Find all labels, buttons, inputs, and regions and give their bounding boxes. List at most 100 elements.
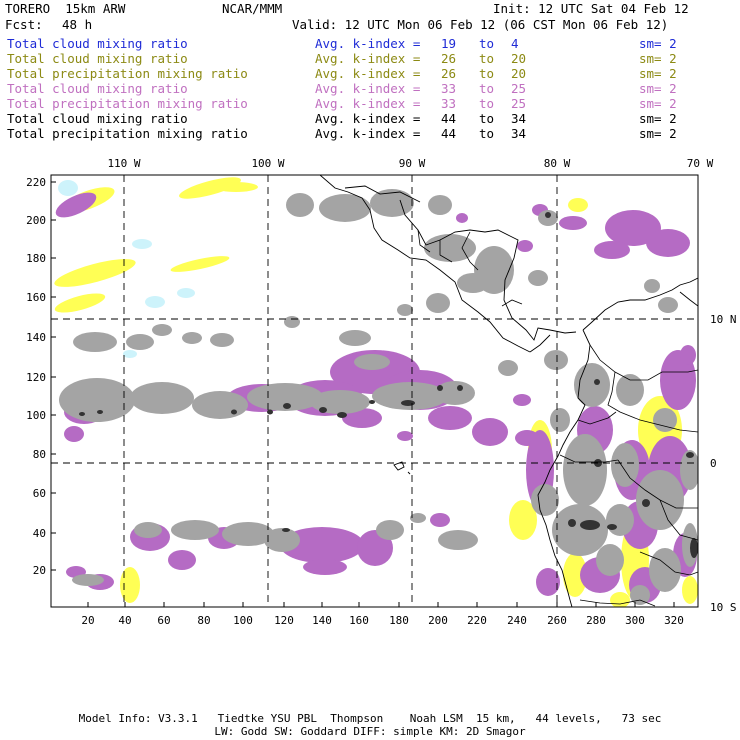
- legend-field: Total precipitation mixing ratio: [7, 66, 248, 81]
- legend-smooth: sm= 2: [639, 51, 677, 66]
- y-axis-ticks: [51, 181, 56, 571]
- y-tick-label: 140: [26, 331, 46, 344]
- lon-label: 100 W: [251, 157, 284, 170]
- model-title: TORERO 15km ARW: [5, 1, 126, 16]
- legend-label: Avg. k-index =: [315, 51, 421, 66]
- map-frame: [50, 174, 699, 608]
- legend-to: to: [479, 81, 495, 96]
- forecast-hour: 48 h: [62, 17, 93, 32]
- legend-row: Total cloud mixing ratio Avg. k-index = 26…: [7, 51, 727, 66]
- x-tick-label: 280: [586, 614, 606, 627]
- x-tick-label: 220: [467, 614, 487, 627]
- legend-smooth: sm= 2: [639, 66, 677, 81]
- legend-field: Total cloud mixing ratio: [7, 111, 188, 126]
- legend-max: 20: [511, 66, 527, 81]
- legend-label: Avg. k-index =: [315, 96, 421, 111]
- lon-label: 110 W: [107, 157, 140, 170]
- legend-label: Avg. k-index =: [315, 81, 421, 96]
- legend-to: to: [479, 36, 495, 51]
- legend-to: to: [479, 96, 495, 111]
- legend-smooth: sm= 2: [639, 81, 677, 96]
- x-tick-label: 240: [507, 614, 527, 627]
- legend-smooth: sm= 2: [639, 126, 677, 141]
- forecast-label: Fcst:: [5, 17, 43, 32]
- legend-min: 19: [441, 36, 457, 51]
- x-tick-label: 300: [625, 614, 645, 627]
- legend-field: Total precipitation mixing ratio: [7, 126, 248, 141]
- y-tick-label: 120: [26, 371, 46, 384]
- legend-smooth: sm= 2: [639, 36, 677, 51]
- graticule: [51, 175, 698, 607]
- legend-to: to: [479, 66, 495, 81]
- init-time: Init: 12 UTC Sat 04 Feb 12: [493, 1, 689, 16]
- x-tick-label: 40: [118, 614, 131, 627]
- y-tick-label: 220: [26, 176, 46, 189]
- legend-max: 4: [511, 36, 519, 51]
- x-tick-label: 180: [389, 614, 409, 627]
- x-tick-labels: 20 40 60 80 100 120 140 160 180 200 220 …: [81, 614, 684, 627]
- legend-label: Avg. k-index =: [315, 36, 421, 51]
- y-tick-label: 200: [26, 214, 46, 227]
- legend-max: 25: [511, 96, 527, 111]
- gray-areas: [59, 189, 698, 605]
- y-tick-label: 60: [33, 487, 46, 500]
- valid-time: Valid: 12 UTC Mon 06 Feb 12 (06 CST Mon …: [292, 17, 669, 32]
- legend-label: Avg. k-index =: [315, 126, 421, 141]
- y-tick-label: 100: [26, 409, 46, 422]
- legend-max: 34: [511, 111, 527, 126]
- map-plot-area: [51, 175, 698, 607]
- x-tick-label: 200: [428, 614, 448, 627]
- legend-row: Total cloud mixing ratio Avg. k-index = 44…: [7, 111, 727, 126]
- x-tick-label: 160: [349, 614, 369, 627]
- lat-label: 10 S: [710, 601, 737, 614]
- legend-label: Avg. k-index =: [315, 111, 421, 126]
- lon-label: 70 W: [687, 157, 714, 170]
- y-tick-label: 20: [33, 564, 46, 577]
- legend-row: Total precipitation mixing ratio Avg. k-i…: [7, 66, 727, 81]
- legend-max: 25: [511, 81, 527, 96]
- coastlines: [319, 175, 698, 607]
- x-tick-label: 140: [312, 614, 332, 627]
- x-tick-label: 100: [233, 614, 253, 627]
- y-tick-labels: 220 200 180 160 140 120 100 80 60 40 20: [26, 176, 46, 577]
- x-tick-label: 320: [664, 614, 684, 627]
- lat-label: 0: [710, 457, 717, 470]
- physics-info-line: LW: Godd SW: Goddard DIFF: simple KM: 2D…: [214, 725, 526, 738]
- dark-core-areas: [79, 212, 698, 558]
- lon-label: 90 W: [399, 157, 426, 170]
- legend-row: Total cloud mixing ratio Avg. k-index = 19…: [7, 36, 727, 51]
- legend-label: Avg. k-index =: [315, 66, 421, 81]
- legend-to: to: [479, 111, 495, 126]
- legend-min: 33: [441, 96, 457, 111]
- legend-min: 33: [441, 81, 457, 96]
- lat-label: 10 N: [710, 313, 737, 326]
- legend-min: 26: [441, 51, 457, 66]
- legend-min: 26: [441, 66, 457, 81]
- lon-label: 80 W: [544, 157, 571, 170]
- center-label: NCAR/MMM: [222, 1, 283, 16]
- legend-field: Total cloud mixing ratio: [7, 51, 188, 66]
- legend-row: Total precipitation mixing ratio Avg. k-i…: [7, 126, 727, 141]
- country-borders: [417, 229, 698, 607]
- y-tick-label: 80: [33, 448, 46, 461]
- legend-to: to: [479, 126, 495, 141]
- legend-min: 44: [441, 111, 457, 126]
- x-tick-label: 260: [547, 614, 567, 627]
- light-blue-areas: [58, 180, 195, 358]
- legend-field: Total cloud mixing ratio: [7, 81, 188, 96]
- y-tick-label: 160: [26, 291, 46, 304]
- legend-field: Total precipitation mixing ratio: [7, 96, 248, 111]
- legend-row: Total cloud mixing ratio Avg. k-index = 33…: [7, 81, 727, 96]
- y-tick-label: 40: [33, 527, 46, 540]
- model-info-line: Model Info: V3.3.1 Tiedtke YSU PBL Thomp…: [78, 712, 662, 725]
- y-tick-label: 180: [26, 252, 46, 265]
- x-axis-ticks: [87, 602, 675, 607]
- legend-row: Total precipitation mixing ratio Avg. k-i…: [7, 96, 727, 111]
- x-tick-label: 60: [157, 614, 170, 627]
- legend-smooth: sm= 2: [639, 96, 677, 111]
- x-tick-label: 80: [197, 614, 210, 627]
- x-tick-label: 120: [274, 614, 294, 627]
- legend-max: 34: [511, 126, 527, 141]
- legend-smooth: sm= 2: [639, 111, 677, 126]
